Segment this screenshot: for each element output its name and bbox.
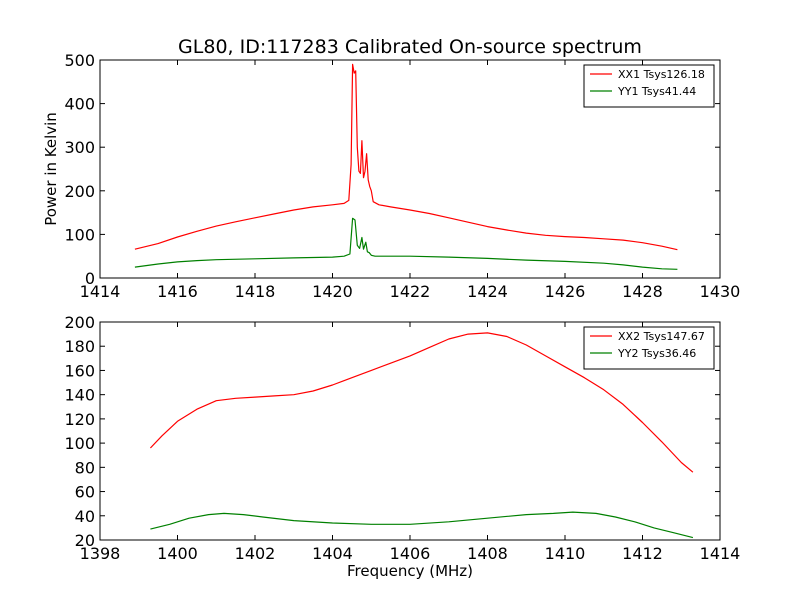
legend-entry: YY1 Tsys41.44 xyxy=(617,85,696,98)
y-tick-label: 80 xyxy=(75,458,95,477)
x-tick-label: 1422 xyxy=(390,282,431,301)
legend-box xyxy=(583,64,715,108)
y-tick-label: 200 xyxy=(64,313,95,332)
x-tick-label: 1400 xyxy=(157,544,198,563)
x-tick-label: 1406 xyxy=(390,544,431,563)
y-axis-label-top: Power in Kelvin xyxy=(42,112,60,226)
legend-box xyxy=(583,326,715,370)
x-tick-label: 1402 xyxy=(235,544,276,563)
y-tick-label: 60 xyxy=(75,483,95,502)
x-axis-label-bottom: Frequency (MHz) xyxy=(347,562,473,580)
y-tick-label: 100 xyxy=(64,225,95,244)
x-tick-label: 1424 xyxy=(467,282,508,301)
x-tick-label: 1404 xyxy=(312,544,353,563)
y-tick-label: 20 xyxy=(75,531,95,550)
x-tick-label: 1412 xyxy=(622,544,663,563)
y-tick-label: 200 xyxy=(64,182,95,201)
x-tick-label: 1418 xyxy=(235,282,276,301)
series-line-1-1 xyxy=(134,63,678,251)
chart-title: GL80, ID:117283 Calibrated On-source spe… xyxy=(178,36,642,58)
legend-entry: XX1 Tsys126.18 xyxy=(618,68,705,81)
series-line-1-2 xyxy=(134,217,678,270)
plot-panel-1: 1414 1416 1418 1420 1422 1424 1426 1428 1430 0 100… xyxy=(64,51,740,301)
y-tick-label: 400 xyxy=(64,95,95,114)
series-line-2-2 xyxy=(150,511,694,539)
y-tick-label: 500 xyxy=(64,51,95,70)
x-tick-label: 1410 xyxy=(545,544,586,563)
y-tick-label: 100 xyxy=(64,434,95,453)
x-tick-label: 1420 xyxy=(312,282,353,301)
legend-entry: XX2 Tsys147.67 xyxy=(618,330,705,343)
x-tick-label: 1408 xyxy=(467,544,508,563)
series-line-2-1 xyxy=(149,332,694,473)
y-tick-label: 120 xyxy=(64,410,95,429)
legend-1: XX1 Tsys126.18 YY1 Tsys41.44 xyxy=(583,64,715,108)
legend-entry: YY2 Tsys36.46 xyxy=(617,347,696,360)
y-tick-label: 160 xyxy=(64,361,95,380)
x-tick-label: 1416 xyxy=(157,282,198,301)
plots-group: 1414 1416 1418 1420 1422 1424 1426 1428 1430 0 100… xyxy=(64,51,740,563)
legend-2: XX2 Tsys147.67 YY2 Tsys36.46 xyxy=(583,326,715,370)
x-tick-label: 1398 xyxy=(80,544,121,563)
y-tick-label: 140 xyxy=(64,386,95,405)
x-tick-label: 1414 xyxy=(80,282,121,301)
y-tick-label: 0 xyxy=(85,269,95,288)
y-tick-label: 300 xyxy=(64,138,95,157)
y-tick-label: 180 xyxy=(64,337,95,356)
x-tick-label: 1428 xyxy=(622,282,663,301)
y-tick-label: 40 xyxy=(75,507,95,526)
x-tick-label: 1426 xyxy=(545,282,586,301)
x-tick-label: 1414 xyxy=(700,544,741,563)
x-tick-label: 1430 xyxy=(700,282,741,301)
plot-panel-2: 1398 1400 1402 1404 1406 1408 1410 1412 1414 20 40… xyxy=(64,313,740,563)
